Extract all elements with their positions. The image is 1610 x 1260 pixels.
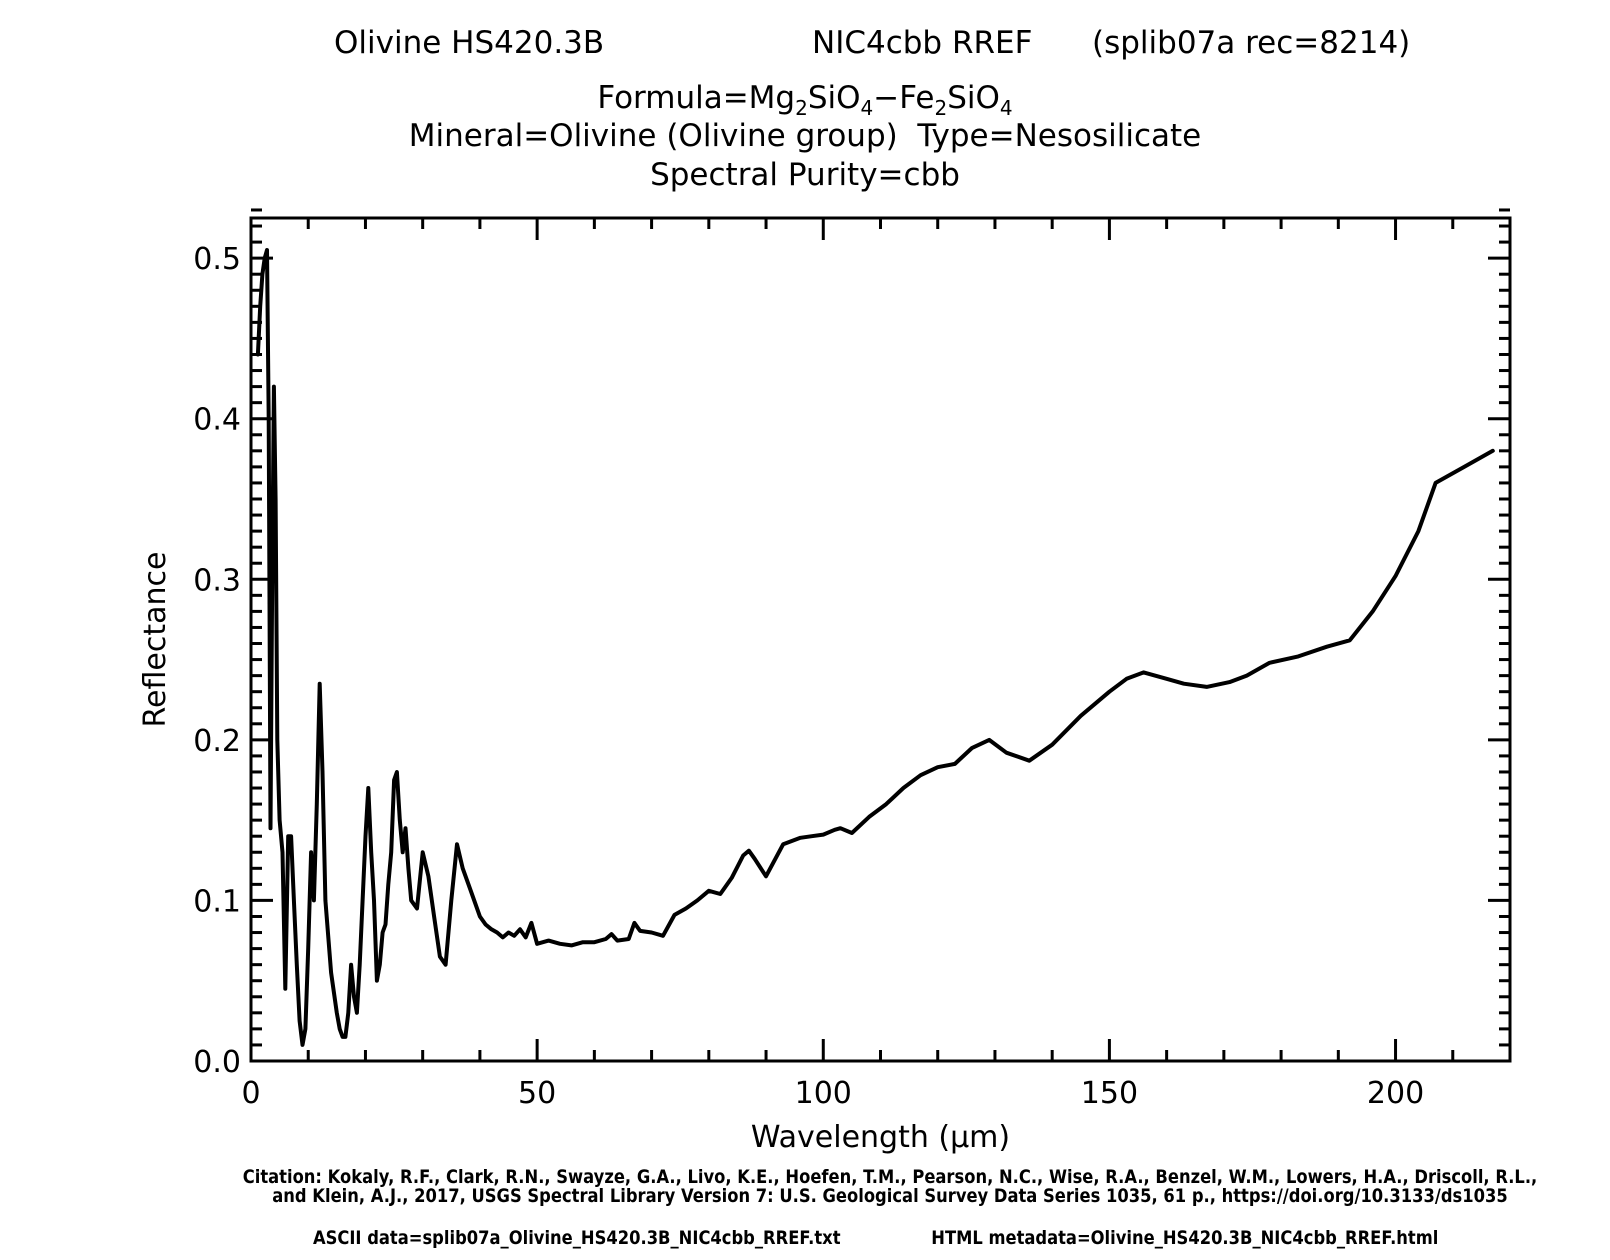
y-tick-label: 0.0: [193, 1045, 241, 1080]
x-tick-label: 100: [795, 1076, 852, 1111]
purity-line: Spectral Purity=cbb: [650, 157, 960, 193]
y-tick-label: 0.4: [193, 403, 241, 438]
ascii-data-label: ASCII data=splib07a_Olivine_HS420.3B_NIC…: [312, 1227, 841, 1249]
y-tick-label: 0.5: [193, 242, 241, 277]
mineral-line: Mineral=Olivine (Olivine group) Type=Nes…: [408, 118, 1202, 154]
x-axis-title: Wavelength (μm): [751, 1120, 1010, 1155]
x-tick-label: 150: [1081, 1076, 1138, 1111]
formula-sub-3: 2: [934, 96, 948, 120]
spectrometer-title: NIC4cbb RREF: [812, 25, 1033, 61]
formula-mid-1: SiO: [807, 80, 861, 116]
y-tick-label: 0.1: [193, 884, 241, 919]
x-tick-label: 200: [1367, 1076, 1424, 1111]
y-tick-label: 0.2: [193, 724, 241, 759]
html-metadata-label: HTML metadata=Olivine_HS420.3B_NIC4cbb_R…: [931, 1227, 1439, 1249]
x-tick-label: 0: [241, 1076, 260, 1111]
record-title: (splib07a rec=8214): [1092, 25, 1411, 61]
y-axis-title: Reflectance: [138, 552, 173, 728]
series-line-reflectance: [255, 248, 1495, 1047]
citation-line-1: Citation: Kokaly, R.F., Clark, R.N., Swa…: [242, 1166, 1538, 1188]
x-tick-labels: 0 50 100 150 200: [241, 1076, 1424, 1111]
sample-title: Olivine HS420.3B: [334, 25, 605, 61]
axis-ticks: [249, 208, 1512, 1063]
formula-prefix: Formula=Mg: [597, 80, 796, 116]
formula-sub-4: 4: [999, 96, 1013, 120]
formula-mid-3: SiO: [947, 80, 1000, 116]
citation-line-2: and Klein, A.J., 2017, USGS Spectral Lib…: [272, 1185, 1508, 1207]
formula-line: Formula=Mg2SiO4−Fe2SiO4: [0, 80, 1610, 120]
formula-sub-1: 2: [795, 96, 808, 120]
formula-sub-2: 4: [860, 96, 874, 120]
formula-mid-2: −Fe: [873, 80, 935, 116]
y-tick-labels: 0.0 0.1 0.2 0.3 0.4 0.5: [193, 242, 241, 1080]
plot-frame: [249, 216, 1512, 1063]
x-tick-label: 50: [518, 1076, 556, 1111]
y-tick-label: 0.3: [193, 563, 241, 598]
